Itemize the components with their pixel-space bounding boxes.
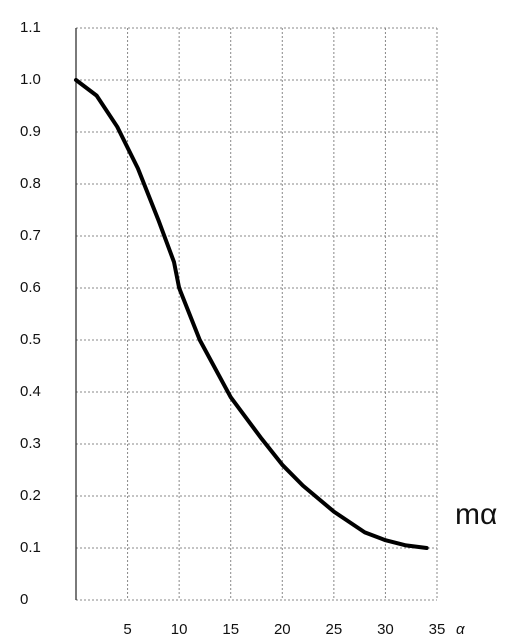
x-tick-label: 25 <box>326 621 343 638</box>
y-tick-label: 0.4 <box>20 383 41 400</box>
y-tick-label: 0.9 <box>20 123 41 140</box>
x-tick-label: 30 <box>377 621 394 638</box>
y-tick-label: 1.1 <box>20 19 41 36</box>
y-tick-label: 0.7 <box>20 227 41 244</box>
curve <box>74 78 429 550</box>
x-tick-label: 15 <box>222 621 239 638</box>
x-tick-label: 20 <box>274 621 291 638</box>
y-tick-label: 0 <box>20 591 28 608</box>
x-tick-label: 5 <box>123 621 131 638</box>
y-axis-label: mα <box>455 498 497 531</box>
y-tick-label: 0.3 <box>20 435 41 452</box>
y-tick-label: 0.5 <box>20 331 41 348</box>
x-tick-label: 35 <box>429 621 446 638</box>
x-axis-label: α <box>456 621 465 638</box>
y-tick-label: 0.6 <box>20 279 41 296</box>
y-tick-label: 0.8 <box>20 175 41 192</box>
y-tick-label: 0.1 <box>20 539 41 556</box>
y-tick-label: 0.2 <box>20 487 41 504</box>
x-tick-label: 10 <box>171 621 188 638</box>
y-tick-label: 1.0 <box>20 71 41 88</box>
